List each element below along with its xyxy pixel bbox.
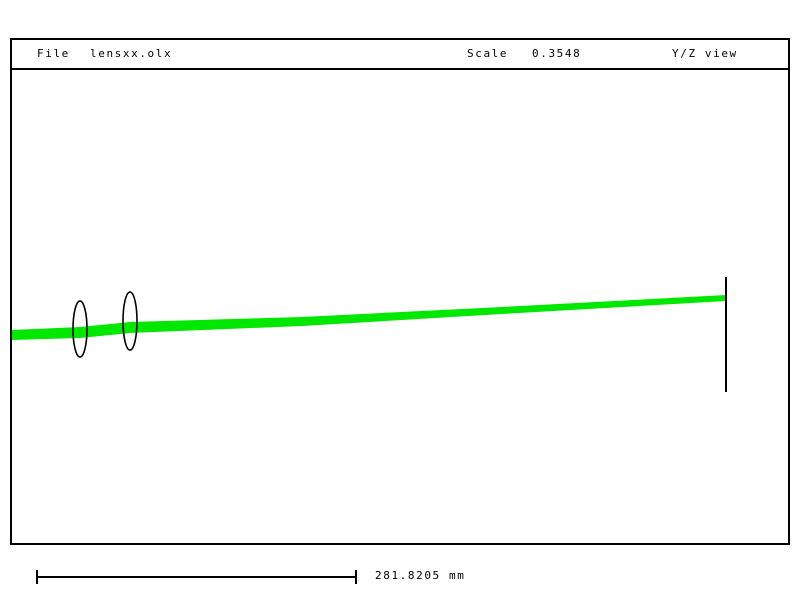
- header-bar: File lensxx.olx Scale 0.3548 Y/Z view: [12, 40, 788, 70]
- view-orientation-label: Y/Z view: [672, 47, 738, 60]
- file-label: File: [37, 47, 70, 60]
- optical-layout-svg: [12, 277, 727, 392]
- file-name-value: lensxx.olx: [90, 47, 173, 60]
- lens-element-2: [122, 291, 138, 351]
- plot-frame: File lensxx.olx Scale 0.3548 Y/Z view: [10, 38, 790, 545]
- scale-value: 0.3548: [532, 47, 582, 60]
- lens-element-1: [72, 300, 88, 358]
- ray-bundle: [12, 295, 726, 340]
- scale-bar-ruler: [36, 570, 357, 584]
- drawing-canvas: [12, 70, 788, 545]
- scale-label: Scale: [467, 47, 509, 60]
- scale-bar-length-label: 281.8205 mm: [375, 569, 466, 582]
